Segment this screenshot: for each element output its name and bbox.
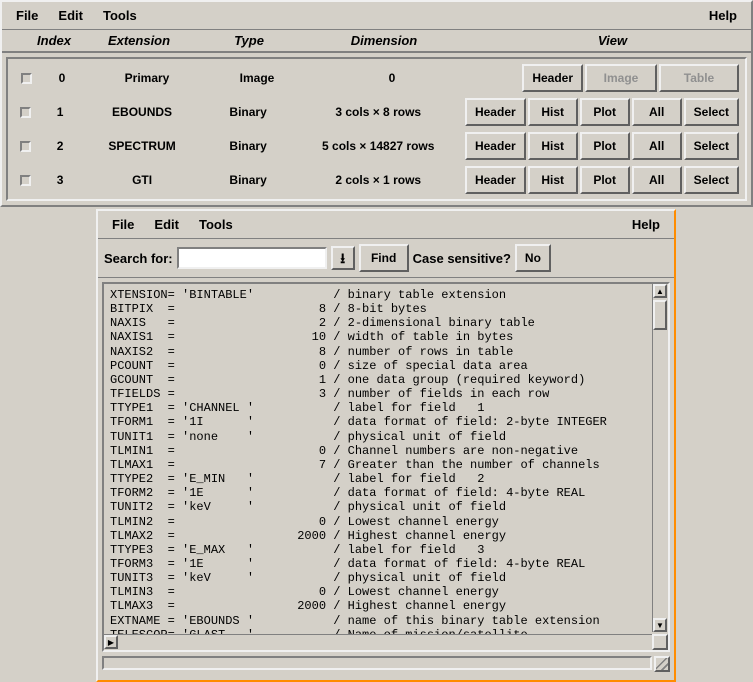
resize-grip-icon[interactable] <box>654 656 670 672</box>
header-viewer-window: File Edit Tools Help Search for: ⭳ Find … <box>96 209 676 682</box>
viewer-menu-tools[interactable]: Tools <box>189 213 243 236</box>
header-button[interactable]: Header <box>465 132 526 160</box>
all-button[interactable]: All <box>632 166 682 194</box>
row-type: Binary <box>205 139 292 153</box>
row-checkbox[interactable] <box>20 141 31 152</box>
plot-button[interactable]: Plot <box>580 132 630 160</box>
hist-button[interactable]: Hist <box>528 98 578 126</box>
hdu-row: 2SPECTRUMBinary5 cols × 14827 rowsHeader… <box>10 129 743 163</box>
all-button[interactable]: All <box>632 132 682 160</box>
case-sensitive-toggle[interactable]: No <box>515 244 551 272</box>
viewer-menu-edit[interactable]: Edit <box>144 213 189 236</box>
row-checkbox[interactable] <box>21 73 32 84</box>
corner-sizegrip <box>652 634 668 650</box>
menu-help[interactable]: Help <box>699 4 747 27</box>
select-button[interactable]: Select <box>684 132 739 160</box>
image-button: Image <box>585 64 657 92</box>
search-bar: Search for: ⭳ Find Case sensitive? No <box>98 239 674 278</box>
col-header-extension: Extension <box>74 33 204 48</box>
row-dimension: 0 <box>302 71 482 85</box>
row-checkbox[interactable] <box>20 107 31 118</box>
plot-button[interactable]: Plot <box>580 98 630 126</box>
select-button[interactable]: Select <box>684 166 739 194</box>
row-index: 1 <box>41 105 80 119</box>
col-header-index: Index <box>34 33 74 48</box>
find-button[interactable]: Find <box>359 244 409 272</box>
status-bar <box>102 656 670 676</box>
table-button: Table <box>659 64 739 92</box>
header-button[interactable]: Header <box>465 98 526 126</box>
row-extension: GTI <box>79 173 204 187</box>
row-type: Image <box>212 71 302 85</box>
row-type: Binary <box>205 105 292 119</box>
row-extension: SPECTRUM <box>79 139 204 153</box>
menu-file[interactable]: File <box>6 4 48 27</box>
hdu-row: 1EBOUNDSBinary3 cols × 8 rowsHeaderHistP… <box>10 95 743 129</box>
horizontal-scrollbar[interactable]: ◀ ▶ <box>104 634 652 650</box>
hdu-summary-window: File Edit Tools Help Index Extension Typ… <box>0 0 753 207</box>
row-index: 3 <box>41 173 80 187</box>
scroll-down-arrow-icon[interactable]: ▼ <box>653 618 667 632</box>
column-headers: Index Extension Type Dimension View <box>2 30 751 53</box>
row-index: 2 <box>41 139 80 153</box>
row-dimension: 2 cols × 1 rows <box>291 173 465 187</box>
select-button[interactable]: Select <box>684 98 739 126</box>
menu-edit[interactable]: Edit <box>48 4 93 27</box>
hdu-row: 3GTIBinary2 cols × 1 rowsHeaderHistPlotA… <box>10 163 743 197</box>
row-extension: EBOUNDS <box>79 105 204 119</box>
header-text-view: XTENSION= 'BINTABLE' / binary table exte… <box>102 282 670 652</box>
case-sensitive-label: Case sensitive? <box>413 251 511 266</box>
row-type: Binary <box>205 173 292 187</box>
hdu-listing: 0PrimaryImage0HeaderImageTable1EBOUNDSBi… <box>2 53 751 205</box>
hist-button[interactable]: Hist <box>528 132 578 160</box>
search-input[interactable] <box>177 247 327 269</box>
viewer-menu-spacer <box>243 213 622 236</box>
row-dimension: 5 cols × 14827 rows <box>291 139 465 153</box>
arrow-down-bar-icon: ⭳ <box>340 251 345 265</box>
col-header-view: View <box>474 33 751 48</box>
row-extension: Primary <box>82 71 212 85</box>
hist-button[interactable]: Hist <box>528 166 578 194</box>
viewer-menu-file[interactable]: File <box>102 213 144 236</box>
all-button[interactable]: All <box>632 98 682 126</box>
menu-spacer <box>147 4 699 27</box>
menu-tools[interactable]: Tools <box>93 4 147 27</box>
vertical-scrollbar[interactable]: ▲ ▼ <box>652 284 668 632</box>
header-content[interactable]: XTENSION= 'BINTABLE' / binary table exte… <box>104 284 668 652</box>
scroll-up-arrow-icon[interactable]: ▲ <box>653 284 667 298</box>
search-history-button[interactable]: ⭳ <box>331 246 355 270</box>
row-dimension: 3 cols × 8 rows <box>291 105 465 119</box>
col-header-type: Type <box>204 33 294 48</box>
hdu-row: 0PrimaryImage0HeaderImageTable <box>10 61 743 95</box>
plot-button[interactable]: Plot <box>580 166 630 194</box>
row-index: 0 <box>42 71 82 85</box>
viewer-menu-help[interactable]: Help <box>622 213 670 236</box>
menubar-main: File Edit Tools Help <box>2 2 751 30</box>
menubar-viewer: File Edit Tools Help <box>98 211 674 239</box>
header-button[interactable]: Header <box>465 166 526 194</box>
search-label: Search for: <box>104 251 173 266</box>
scroll-right-arrow-icon[interactable]: ▶ <box>104 635 118 649</box>
col-header-dimension: Dimension <box>294 33 474 48</box>
status-bar-trough <box>102 656 652 670</box>
row-checkbox[interactable] <box>20 175 31 186</box>
header-button[interactable]: Header <box>522 64 583 92</box>
scroll-thumb[interactable] <box>653 300 667 330</box>
